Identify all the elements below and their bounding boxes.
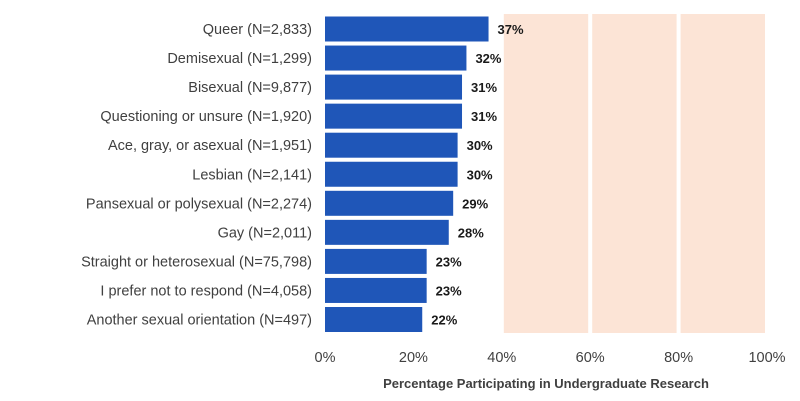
value-label: 28% — [458, 225, 484, 240]
bar — [325, 248, 427, 274]
bar — [325, 219, 449, 245]
category-label: Another sexual orientation (N=497) — [87, 313, 312, 329]
value-label: 32% — [475, 51, 501, 66]
x-tick-label: 40% — [487, 350, 516, 366]
category-label: Bisexual (N=9,877) — [188, 80, 312, 96]
value-label: 37% — [498, 22, 524, 37]
bar — [325, 190, 454, 216]
background-band — [592, 14, 677, 333]
bar — [325, 16, 489, 42]
category-label: Ace, gray, or asexual (N=1,951) — [108, 138, 312, 154]
category-label: Queer (N=2,833) — [203, 22, 312, 38]
value-label: 30% — [467, 138, 493, 153]
x-tick-label: 60% — [576, 350, 605, 366]
category-labels: Queer (N=2,833) Demisexual (N=1,299) Bisex… — [81, 22, 312, 329]
bar — [325, 277, 427, 303]
bar — [325, 307, 423, 332]
category-label: Pansexual or polysexual (N=2,274) — [86, 196, 312, 212]
x-tick-label: 100% — [748, 350, 785, 366]
background-band — [680, 14, 765, 333]
value-label: 31% — [471, 109, 497, 124]
bar — [325, 45, 467, 71]
bar — [325, 103, 463, 129]
background-band — [503, 14, 589, 333]
x-axis-title: Percentage Participating in Undergraduat… — [383, 376, 709, 391]
x-tick-label: 0% — [315, 350, 336, 366]
x-axis-ticks: 0% 20% 40% 60% 80% 100% — [315, 350, 786, 366]
value-label: 29% — [462, 196, 488, 211]
bar — [325, 161, 458, 187]
bar — [325, 132, 458, 158]
background-bands — [503, 14, 765, 333]
value-label: 22% — [431, 313, 457, 328]
category-label: Gay (N=2,011) — [218, 225, 312, 241]
value-label: 23% — [436, 254, 462, 269]
category-label: I prefer not to respond (N=4,058) — [100, 283, 312, 299]
value-label: 31% — [471, 80, 497, 95]
bar — [325, 74, 463, 100]
category-label: Lesbian (N=2,141) — [192, 167, 312, 183]
value-label: 30% — [467, 167, 493, 182]
category-label: Demisexual (N=1,299) — [167, 51, 312, 67]
category-label: Straight or heterosexual (N=75,798) — [81, 254, 312, 270]
x-tick-label: 20% — [399, 350, 428, 366]
x-tick-label: 80% — [664, 350, 693, 366]
category-label: Questioning or unsure (N=1,920) — [100, 109, 312, 125]
value-label: 23% — [436, 283, 462, 298]
value-labels: 37% 32% 31% 31% 30% 30% 29% 28% 23% 23% 22% — [431, 22, 524, 328]
bars — [325, 16, 489, 332]
